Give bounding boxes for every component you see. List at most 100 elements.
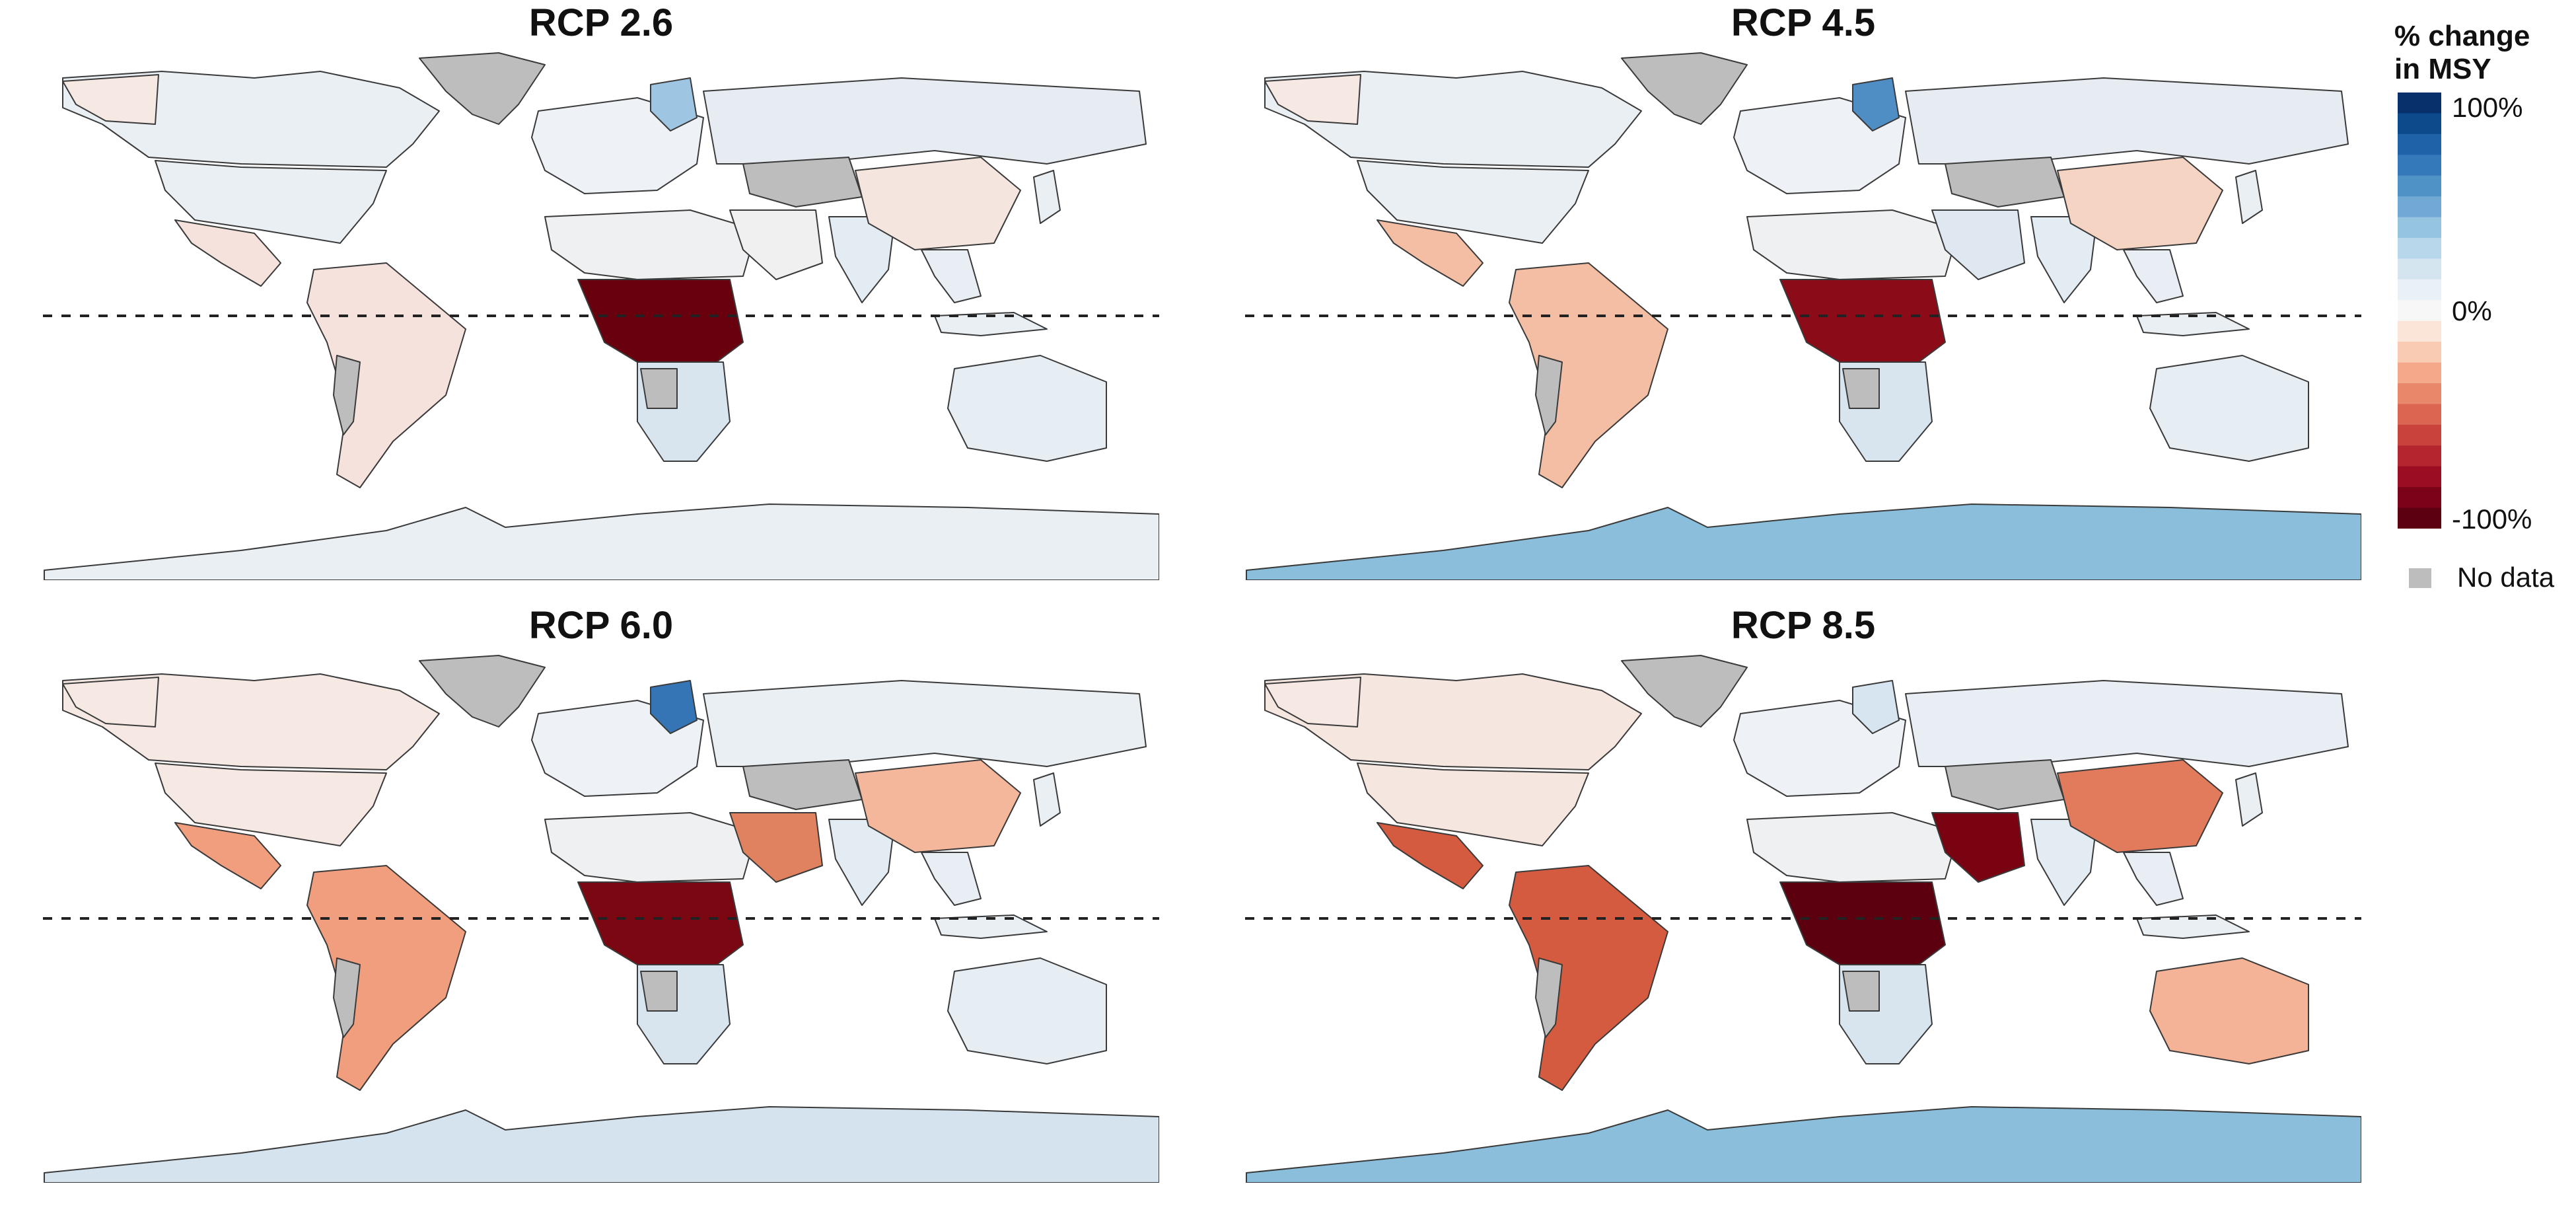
andes-nodata	[333, 355, 361, 435]
central-asia-nodata	[742, 157, 863, 207]
southeast-asia	[2123, 852, 2184, 906]
china	[855, 157, 1021, 250]
legend-color-step	[2398, 279, 2441, 301]
usa	[1357, 763, 1589, 846]
legend-tick-bottom: -100%	[2452, 503, 2532, 535]
antarctica	[44, 1106, 1159, 1183]
china	[2057, 157, 2223, 250]
legend-color-step	[2398, 93, 2441, 114]
north-africa	[1746, 812, 1959, 883]
mexico	[174, 219, 281, 287]
indonesia	[2136, 312, 2250, 336]
legend-colorbar	[2398, 93, 2441, 529]
indonesia	[2136, 914, 2250, 939]
africa-nodata	[1842, 368, 1880, 409]
south-america	[1509, 262, 1668, 488]
greenland	[1621, 655, 1748, 727]
africa-nodata	[640, 971, 678, 1012]
legend-color-step	[2398, 155, 2441, 176]
legend-title: % change in MSY	[2394, 20, 2530, 86]
legend-tick-top: 100%	[2452, 92, 2523, 123]
legend-color-step	[2398, 175, 2441, 197]
panel-title: RCP 6.0	[528, 604, 674, 647]
legend-color-step	[2398, 487, 2441, 509]
no-data-label: No data	[2457, 562, 2555, 593]
andes-nodata	[1535, 355, 1563, 435]
world-map	[1245, 52, 2361, 580]
russia	[1905, 77, 2349, 165]
legend-color-step	[2398, 238, 2441, 259]
legend-color-step	[2398, 258, 2441, 280]
legend-color-step	[2398, 466, 2441, 488]
russia	[703, 77, 1147, 165]
australia	[947, 355, 1107, 462]
japan	[1033, 772, 1061, 827]
south-america	[306, 865, 466, 1091]
north-africa	[544, 812, 757, 883]
southeast-asia	[921, 249, 982, 303]
world-map	[43, 655, 1159, 1183]
south-america	[1509, 865, 1668, 1091]
panel-rcp-8-5: RCP 8.5	[1245, 603, 2361, 1184]
china	[855, 759, 1021, 853]
southeast-asia	[2123, 249, 2184, 303]
scandinavia-highlight	[650, 77, 698, 131]
panel-rcp-6-0: RCP 6.0	[43, 603, 1159, 1184]
legend-color-step	[2398, 217, 2441, 239]
legend-title-line2: in MSY	[2394, 53, 2491, 85]
legend-color-step	[2398, 424, 2441, 446]
arabia	[1931, 209, 2025, 280]
greenland	[1621, 52, 1748, 125]
legend-color-step	[2398, 362, 2441, 384]
china	[2057, 759, 2223, 853]
scandinavia-highlight	[1852, 77, 1900, 131]
alaska	[1264, 74, 1361, 125]
africa-nodata	[1842, 971, 1880, 1012]
australia	[2149, 355, 2309, 462]
australia	[2149, 957, 2309, 1064]
antarctica	[44, 503, 1159, 580]
andes-nodata	[333, 957, 361, 1038]
alaska	[1264, 677, 1361, 727]
arabia	[1931, 812, 2025, 883]
scandinavia-highlight	[650, 680, 698, 734]
greenland	[419, 52, 546, 125]
australia	[947, 957, 1107, 1064]
mexico	[1377, 822, 1484, 889]
mexico	[1377, 219, 1484, 287]
legend-title-line1: % change	[2394, 20, 2530, 52]
scandinavia-highlight	[1852, 680, 1900, 734]
japan	[2235, 170, 2263, 224]
antarctica	[1246, 503, 2361, 580]
legend-color-step	[2398, 196, 2441, 218]
panel-title: RCP 2.6	[528, 1, 674, 44]
legend-color-step	[2398, 113, 2441, 135]
north-africa	[544, 209, 757, 280]
andes-nodata	[1535, 957, 1563, 1038]
central-asia-nodata	[742, 759, 863, 810]
panel-title: RCP 8.5	[1731, 604, 1876, 647]
mexico	[174, 822, 281, 889]
usa	[1357, 160, 1589, 244]
usa	[155, 160, 387, 244]
alaska	[62, 74, 159, 125]
southeast-asia	[921, 852, 982, 906]
legend-color-step	[2398, 445, 2441, 467]
no-data-swatch	[2409, 568, 2431, 588]
japan	[2235, 772, 2263, 827]
south-america	[306, 262, 466, 488]
central-asia-nodata	[1945, 759, 2065, 810]
japan	[1033, 170, 1061, 224]
africa-nodata	[640, 368, 678, 409]
legend-tick-mid: 0%	[2452, 295, 2492, 326]
usa	[155, 763, 387, 846]
arabia	[729, 209, 823, 280]
russia	[1905, 680, 2349, 767]
legend-color-step	[2398, 507, 2441, 529]
legend-color-step	[2398, 404, 2441, 426]
legend-color-step	[2398, 300, 2441, 322]
indonesia	[934, 914, 1048, 939]
world-map	[1245, 655, 2361, 1183]
indonesia	[934, 312, 1048, 336]
legend-color-step	[2398, 342, 2441, 363]
